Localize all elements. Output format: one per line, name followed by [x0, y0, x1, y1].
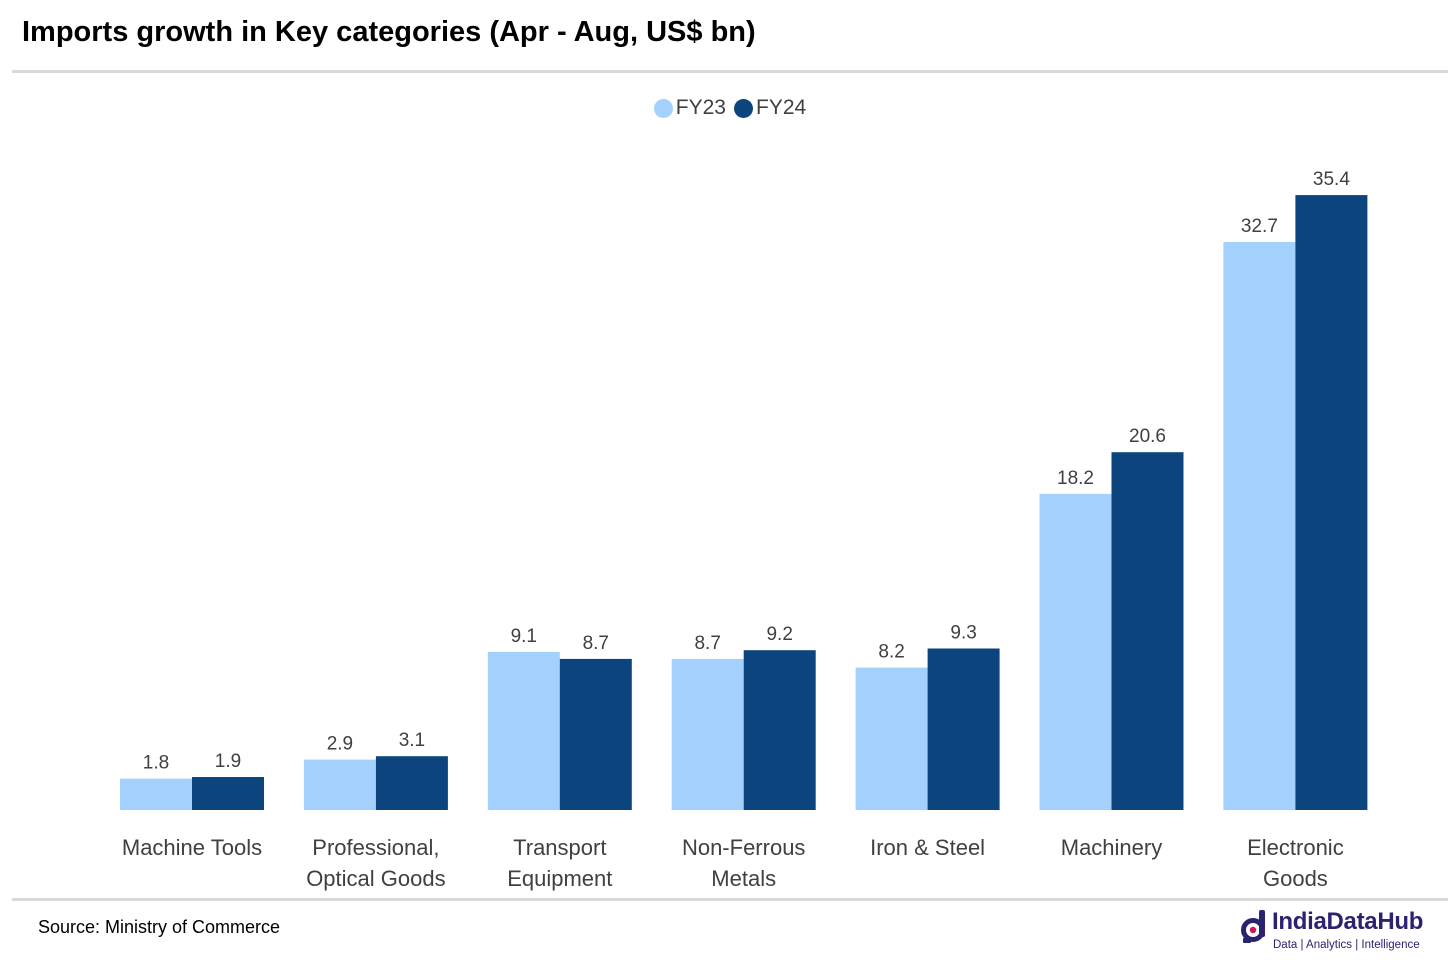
bar-fy23-3: [671, 658, 744, 810]
bar-fy23-4: [855, 667, 928, 810]
bar-fy24-4: [927, 648, 1000, 810]
legend-swatch-fy23: [653, 98, 673, 118]
data-label-fy24-6: 35.4: [1313, 169, 1350, 190]
category-label-3-line-1: Metals: [711, 866, 776, 891]
category-label-6-line-0: Electronic: [1247, 835, 1344, 860]
bar-fy24-1: [375, 756, 448, 810]
category-label-0-line-0: Machine Tools: [122, 835, 262, 860]
data-label-fy24-1: 3.1: [399, 730, 425, 751]
bar-fy24-2: [559, 658, 632, 810]
data-label-fy24-3: 9.2: [766, 624, 792, 645]
category-label-4-line-0: Iron & Steel: [870, 835, 985, 860]
category-label-5-line-0: Machinery: [1061, 835, 1162, 860]
data-label-fy23-6: 32.7: [1241, 216, 1278, 237]
data-label-fy23-4: 8.2: [878, 642, 904, 663]
category-label-3-line-0: Non-Ferrous: [682, 835, 805, 860]
legend-label-fy23: FY23: [675, 96, 726, 119]
legend-item-fy24: FY24: [734, 96, 806, 120]
bar-fy24-3: [743, 650, 816, 810]
data-label-fy23-0: 1.8: [143, 753, 169, 774]
bottom-divider: [12, 898, 1448, 901]
category-label-1-line-1: Optical Goods: [306, 866, 445, 891]
category-label-6-line-1: Goods: [1263, 866, 1328, 891]
legend-item-fy23: FY23: [653, 96, 726, 120]
top-divider: [12, 70, 1448, 73]
category-label-1-line-0: Professional,: [312, 835, 439, 860]
logo-tagline: Data | Analytics | Intelligence: [1273, 939, 1420, 951]
category-label-2-line-1: Equipment: [507, 866, 612, 891]
data-label-fy24-2: 8.7: [583, 633, 609, 654]
bar-fy23-1: [303, 759, 376, 810]
bar-fy23-2: [487, 651, 560, 810]
chart-legend: FY23 FY24: [0, 96, 1456, 120]
chart-title: Imports growth in Key categories (Apr - …: [22, 16, 756, 48]
logo-mark-icon: [1241, 910, 1265, 943]
data-label-fy24-0: 1.9: [215, 751, 241, 772]
legend-swatch-fy24: [734, 98, 753, 118]
logo-name: IndiaDataHub: [1272, 908, 1424, 935]
data-label-fy23-2: 9.1: [511, 626, 537, 647]
data-label-fy23-1: 2.9: [327, 734, 353, 755]
indiadatahub-logo: IndiaDataHub Data | Analytics | Intellig…: [1240, 906, 1446, 962]
data-label-fy23-5: 18.2: [1057, 468, 1094, 489]
bar-chart: 1.8 1.9 Machine Tools 2.9 3.1 Professional, Op…: [120, 169, 1368, 891]
source-note: Source: Ministry of Commerce: [38, 917, 281, 937]
bar-fy24-0: [192, 777, 264, 810]
bar-fy24-6: [1295, 195, 1368, 811]
bar-fy23-0: [120, 778, 192, 810]
data-label-fy23-3: 8.7: [694, 633, 720, 654]
bar-fy24-5: [1111, 452, 1184, 810]
legend-label-fy24: FY24: [756, 96, 807, 119]
data-label-fy24-5: 20.6: [1129, 426, 1166, 447]
category-label-2-line-0: Transport: [513, 835, 606, 860]
bar-fy23-6: [1223, 242, 1296, 810]
data-label-fy24-4: 9.3: [950, 623, 976, 644]
bar-fy23-5: [1039, 493, 1112, 810]
